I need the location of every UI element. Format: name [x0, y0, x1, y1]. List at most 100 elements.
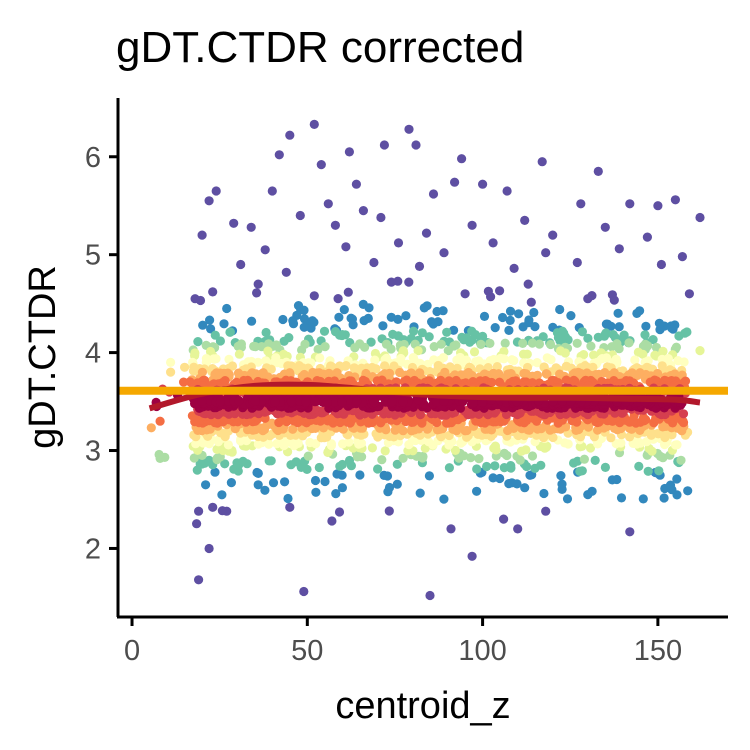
data-point — [303, 451, 313, 461]
x-tick-label: 50 — [291, 635, 323, 667]
data-point — [482, 461, 492, 472]
data-point — [204, 455, 214, 465]
data-point — [576, 199, 586, 209]
data-point — [344, 455, 355, 466]
data-point — [219, 319, 229, 329]
data-point — [616, 493, 627, 503]
y-tick-label: 6 — [85, 142, 101, 174]
data-point — [384, 482, 395, 493]
data-point — [505, 315, 515, 325]
data-point — [495, 286, 505, 296]
data-point — [297, 345, 307, 355]
data-point — [472, 486, 482, 496]
data-point — [450, 445, 460, 455]
data-point — [442, 327, 452, 337]
data-point — [577, 327, 588, 337]
data-point — [253, 480, 263, 490]
data-point — [369, 398, 379, 408]
chart-title: gDT.CTDR corrected — [116, 23, 524, 72]
data-point — [674, 331, 684, 341]
data-point — [310, 397, 320, 407]
data-point — [334, 312, 344, 322]
y-tick-label: 3 — [85, 436, 101, 468]
data-point — [285, 502, 295, 512]
data-point — [486, 292, 496, 302]
data-point — [210, 467, 220, 477]
data-point — [572, 257, 582, 268]
data-point — [260, 485, 270, 495]
data-point — [191, 439, 201, 449]
data-point — [443, 346, 453, 356]
data-point — [322, 397, 332, 407]
data-point — [253, 279, 263, 289]
data-point — [526, 297, 536, 307]
data-point — [371, 364, 381, 374]
data-point — [472, 464, 482, 474]
data-point — [419, 303, 429, 313]
data-point — [684, 289, 695, 299]
data-point — [641, 321, 651, 331]
data-point — [548, 230, 558, 240]
data-point — [217, 490, 227, 500]
data-point — [467, 220, 477, 230]
data-point — [509, 356, 519, 366]
data-point — [665, 480, 676, 490]
data-point — [295, 210, 305, 221]
data-point — [462, 425, 472, 436]
data-point — [520, 215, 530, 225]
data-point — [632, 308, 642, 318]
data-point — [355, 470, 365, 480]
data-point — [314, 462, 324, 473]
data-point — [417, 328, 427, 338]
data-point — [215, 396, 225, 407]
data-point — [260, 245, 270, 255]
data-point — [401, 311, 411, 321]
data-point — [514, 309, 524, 319]
data-point — [593, 332, 603, 342]
data-point — [350, 343, 360, 353]
data-point — [541, 506, 551, 516]
data-point — [579, 454, 590, 464]
data-point — [341, 242, 351, 252]
data-point — [250, 396, 260, 406]
data-point — [393, 314, 403, 324]
data-point — [208, 287, 218, 297]
y-axis-label: gDT.CTDR — [22, 265, 64, 449]
data-point — [380, 397, 391, 407]
data-point — [428, 189, 439, 199]
data-point — [154, 449, 164, 460]
data-point — [378, 321, 388, 331]
data-point — [653, 201, 663, 211]
data-point — [192, 519, 202, 529]
smooth-trend-line — [148, 381, 701, 412]
data-point — [215, 336, 225, 346]
data-point — [467, 551, 477, 561]
data-point — [506, 461, 516, 471]
data-point — [193, 337, 203, 347]
data-point — [642, 232, 653, 242]
data-point — [278, 314, 288, 325]
data-point — [670, 195, 681, 205]
data-point — [404, 277, 414, 287]
data-point — [513, 524, 523, 534]
data-point — [285, 130, 295, 140]
data-point — [521, 445, 531, 455]
data-point — [656, 259, 667, 270]
data-point — [583, 333, 593, 343]
data-point — [450, 177, 460, 187]
data-point — [644, 443, 654, 454]
data-point — [527, 451, 538, 461]
data-point — [299, 305, 309, 315]
data-point — [425, 590, 435, 601]
data-point — [332, 469, 342, 479]
data-point — [672, 440, 682, 450]
data-point — [518, 322, 528, 332]
data-point — [377, 455, 387, 465]
data-point — [380, 446, 390, 456]
data-point — [301, 397, 311, 407]
data-point — [654, 466, 664, 476]
data-point — [222, 303, 232, 314]
data-point — [413, 346, 423, 356]
data-point — [548, 432, 558, 443]
data-point — [488, 473, 498, 483]
